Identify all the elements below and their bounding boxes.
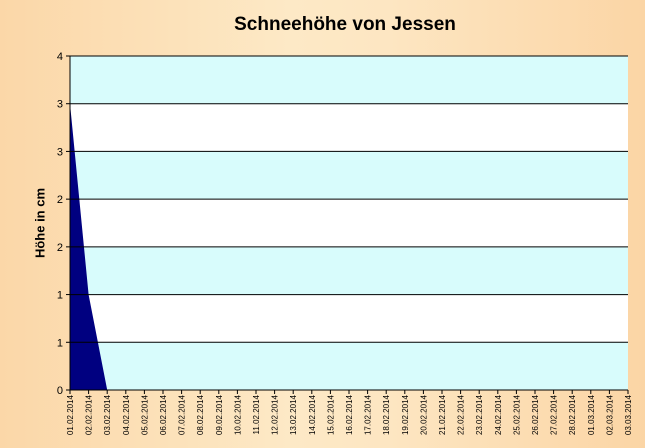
x-tick-label: 02.02.2014 [85,394,94,435]
x-tick-label: 26.02.2014 [531,394,540,435]
y-tick-label: 1 [57,337,63,349]
x-tick-label: 04.02.2014 [122,394,131,435]
x-tick-label: 28.02.2014 [568,394,577,435]
x-tick-label: 01.03.2014 [587,394,596,435]
y-tick-label: 0 [57,385,63,397]
plot-band [70,56,628,104]
y-tick-label: 2 [57,242,63,254]
x-tick-label: 10.02.2014 [233,394,242,435]
plot-band [70,151,628,200]
x-tick-label: 13.02.2014 [289,394,298,435]
x-tick-label: 22.02.2014 [457,394,466,435]
x-tick-label: 08.02.2014 [196,394,205,435]
y-tick-label: 1 [57,290,63,302]
x-tick-label: 27.02.2014 [550,394,559,435]
chart-title: Schneehöhe von Jessen [234,14,456,35]
x-tick-label: 02.03.2014 [605,394,614,435]
x-tick-label: 20.02.2014 [419,394,428,435]
x-tick-label: 19.02.2014 [401,394,410,435]
y-tick-label: 3 [57,99,63,111]
x-tick-label: 06.02.2014 [159,394,168,435]
plot-band [70,342,628,390]
x-tick-label: 24.02.2014 [494,394,503,435]
x-tick-label: 23.02.2014 [475,394,484,435]
x-tick-label: 03.02.2014 [103,394,112,435]
x-tick-label: 16.02.2014 [345,394,354,435]
x-tick-label: 07.02.2014 [178,394,187,435]
x-tick-label: 17.02.2014 [364,394,373,435]
x-tick-label: 15.02.2014 [326,394,335,435]
x-tick-label: 01.02.2014 [66,394,75,435]
y-tick-label: 2 [57,194,63,206]
y-tick-label: 3 [57,146,63,158]
plot-band [70,246,628,295]
x-tick-label: 25.02.2014 [512,394,521,435]
x-tick-label: 18.02.2014 [382,394,391,435]
plot-band [70,294,628,343]
y-tick-label: 4 [57,51,63,63]
x-tick-label: 09.02.2014 [215,394,224,435]
x-tick-label: 12.02.2014 [271,394,280,435]
plot-band [70,199,628,247]
x-tick-label: 14.02.2014 [308,394,317,435]
x-tick-label: 11.02.2014 [252,394,261,434]
plot-band [70,103,628,152]
x-tick-label: 21.02.2014 [438,394,447,435]
x-tick-label: 05.02.2014 [140,394,149,435]
x-tick-label: 03.03.2014 [624,394,633,435]
